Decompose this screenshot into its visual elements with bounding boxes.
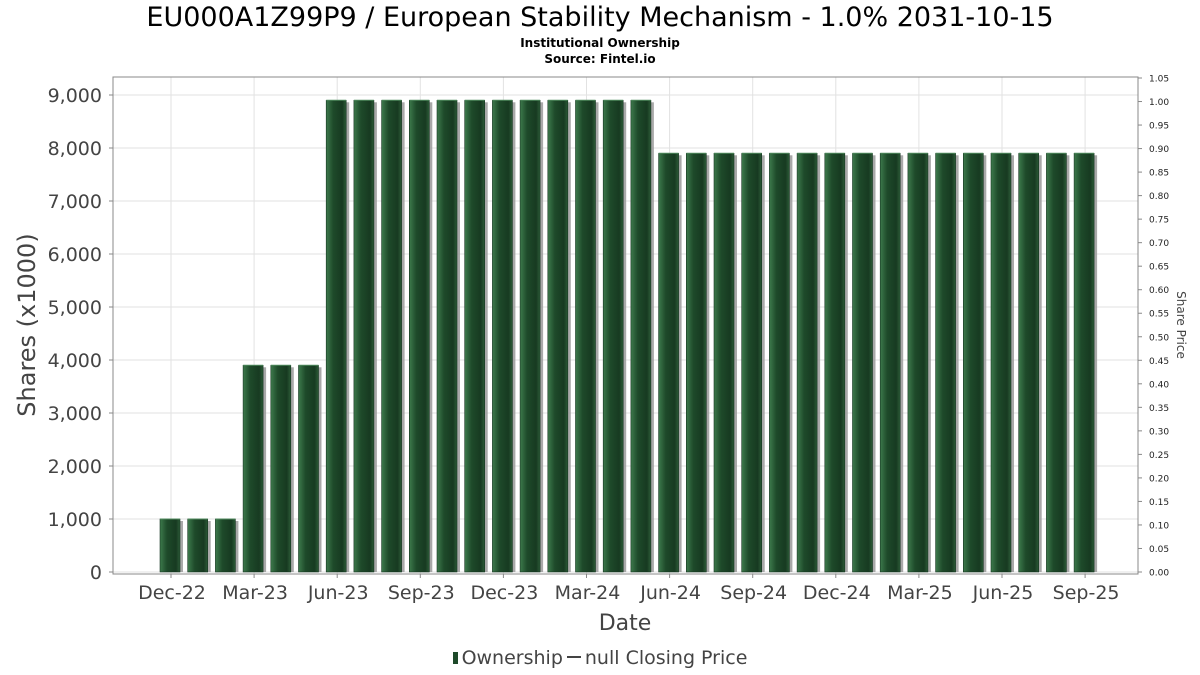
ownership-bar [658,153,679,573]
ownership-bar [741,153,763,573]
ownership-bar [879,153,901,573]
ownership-bar [408,100,430,573]
ownership-bar [575,100,596,573]
y2-tick-label: 0.00 [1149,569,1169,579]
legend-ownership-label: Ownership [461,647,563,669]
plot-frame [112,76,1139,575]
y2-tick-label: 1.00 [1149,98,1169,108]
y2-tick-label: 0.10 [1149,521,1169,531]
y-tick-label: 1,000 [48,509,102,531]
x-tick-label: Jun-23 [307,582,369,604]
y2-tick-label: 0.90 [1149,145,1169,155]
ownership-swatch-icon [452,652,458,664]
y2-tick-label: 0.65 [1149,263,1169,273]
x-tick-label: Dec-22 [138,582,206,604]
y2-tick-label: 0.15 [1149,498,1169,508]
y2-axis-label: Share Price [1174,291,1188,359]
ownership-bar [242,364,264,573]
y-tick-label: 5,000 [48,297,102,319]
y2-tick-label: 0.70 [1149,239,1169,249]
y-tick-label: 9,000 [48,85,102,107]
ownership-bar [436,100,458,573]
ownership-bar [935,153,956,573]
chart-subtitle: Institutional Ownership [520,36,680,50]
ownership-bar [685,153,707,573]
legend-price-label: null Closing Price [584,647,748,669]
ownership-bar [187,518,208,573]
y-tick-label: 0 [90,562,102,584]
ownership-bar [270,364,292,573]
x-tick-label: Jun-24 [639,582,701,604]
y2-tick-label: 0.40 [1149,380,1169,390]
ownership-bar [1018,153,1040,573]
x-tick-label: Sep-23 [388,582,455,604]
ownership-bar [519,100,541,573]
ownership-bar [215,518,236,573]
y-tick-label: 7,000 [48,191,102,213]
x-tick-label: Dec-23 [470,582,538,604]
ownership-bar [824,153,846,573]
ownership-bar [713,153,735,573]
ownership-bar [464,100,486,573]
x-tick-label: Sep-24 [720,582,787,604]
y2-tick-label: 0.35 [1149,404,1169,414]
y2-tick-label: 0.75 [1149,216,1169,226]
x-tick-label: Mar-23 [222,582,288,604]
price-line-icon [566,656,581,658]
y2-tick-label: 0.25 [1149,451,1169,461]
chart-legend: Ownership null Closing Price [0,647,1200,669]
y2-tick-label: 0.45 [1149,357,1169,367]
ownership-bar [492,100,513,573]
x-tick-label: Jun-25 [972,582,1034,604]
x-tick-label: Dec-24 [803,582,871,604]
ownership-bar [602,100,624,573]
y-axis-label: Shares (x1000) [13,233,41,416]
ownership-bar [1073,153,1095,573]
y-tick-label: 3,000 [48,403,102,425]
y2-tick-label: 0.30 [1149,427,1169,437]
ownership-bar [298,364,319,573]
ownership-bar [381,100,402,573]
y2-tick-label: 0.55 [1149,310,1169,320]
y-tick-label: 4,000 [48,350,102,372]
x-tick-label: Mar-25 [887,582,953,604]
y2-tick-label: 0.50 [1149,333,1169,343]
x-axis-label: Date [599,611,652,636]
y2-tick-label: 0.80 [1149,192,1169,202]
y-tick-label: 8,000 [48,138,102,160]
ownership-bar [353,100,375,573]
y2-tick-label: 0.95 [1149,122,1169,132]
chart-title: EU000A1Z99P9 / European Stability Mechan… [146,2,1054,33]
y2-tick-label: 1.05 [1149,75,1169,85]
ownership-bar [990,153,1012,573]
ownership-bar [852,153,873,573]
ownership-bar [962,153,984,573]
ownership-bar [630,100,652,573]
y2-tick-label: 0.60 [1149,286,1169,296]
ownership-bar [547,100,569,573]
y-tick-label: 6,000 [48,244,102,266]
ownership-bar [907,153,929,573]
x-tick-label: Sep-25 [1053,582,1120,604]
y2-tick-label: 0.20 [1149,474,1169,484]
ownership-bar [325,100,347,573]
ownership-bar [1046,153,1067,573]
x-tick-label: Mar-24 [555,582,621,604]
ownership-bar [796,153,818,573]
y-tick-label: 2,000 [48,456,102,478]
ownership-bar [769,153,790,573]
ownership-bar [159,518,181,573]
chart-source: Source: Fintel.io [544,52,656,66]
y2-tick-label: 0.85 [1149,169,1169,179]
y2-tick-label: 0.05 [1149,545,1169,555]
